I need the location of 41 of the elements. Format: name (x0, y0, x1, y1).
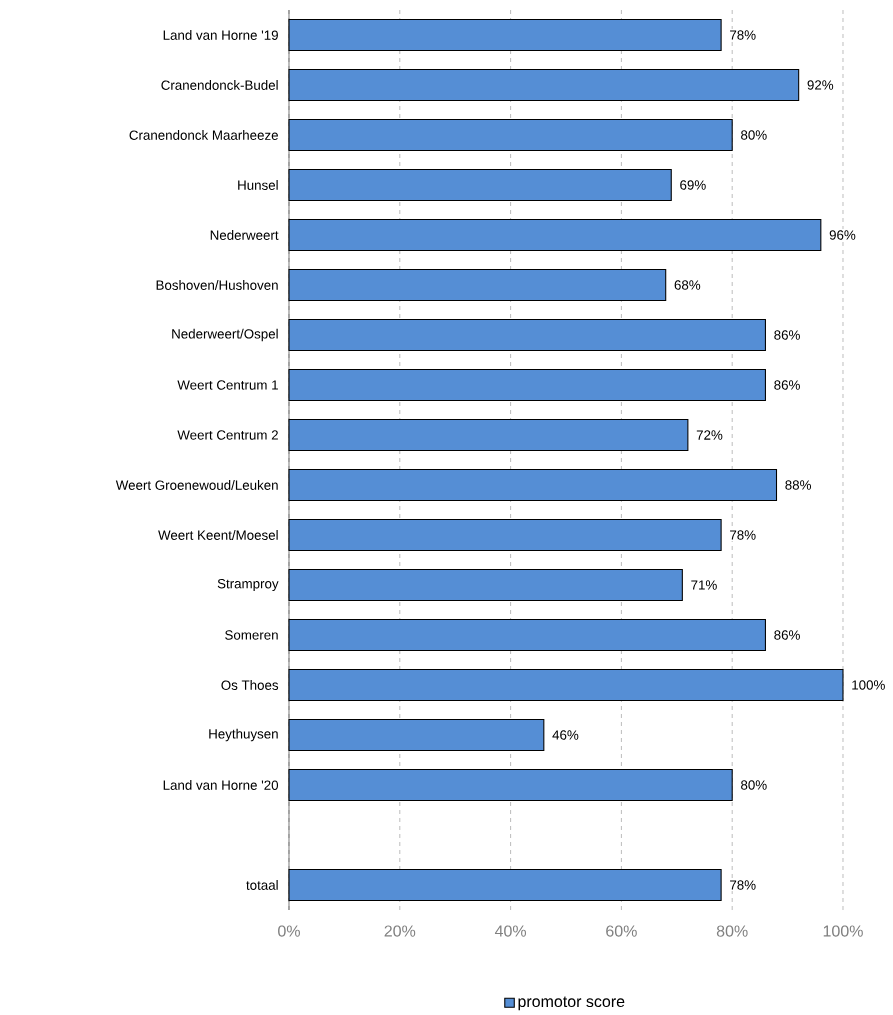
y-tick-label: Land van Horne '20 (163, 780, 279, 790)
y-tick-label: Os Thoes (221, 680, 279, 690)
data-label: 78% (730, 880, 756, 890)
data-label: 86% (774, 330, 800, 340)
y-tick-label: Cranendonck-Budel (161, 80, 278, 90)
y-tick-label: Cranendonck Maarheeze (129, 130, 278, 140)
data-label: 78% (730, 530, 756, 540)
y-tick-label: Weert Centrum 2 (177, 430, 278, 440)
y-tick-label: Boshoven/Hushoven (156, 280, 278, 290)
x-tick-label: 80% (716, 925, 748, 937)
data-label: 86% (774, 380, 800, 390)
y-tick-label: Stramproy (217, 578, 279, 592)
data-label: 69% (680, 180, 706, 190)
data-label: 80% (741, 780, 767, 790)
data-label: 96% (829, 230, 856, 240)
data-label: 92% (807, 80, 834, 90)
y-tick-label: Weert Centrum 1 (177, 380, 278, 390)
x-tick-label: 0% (278, 925, 300, 937)
y-tick-label: totaal (246, 880, 278, 890)
y-tick-label: Nederweert/Ospel (172, 328, 278, 342)
data-label: 100% (852, 680, 885, 690)
data-label: 88% (785, 480, 811, 490)
data-label: 72% (696, 430, 723, 440)
x-tick-label: 60% (606, 925, 637, 937)
data-label: 86% (774, 630, 800, 640)
x-tick-label: 20% (384, 925, 416, 937)
y-tick-label: Land van Horne '19 (163, 30, 278, 40)
data-label: 46% (552, 730, 579, 740)
y-tick-label: Hunsel (238, 180, 278, 190)
y-tick-label: Someren (225, 630, 278, 640)
y-tick-label: Weert Keent/Moesel (158, 530, 278, 540)
data-label: 80% (741, 130, 767, 140)
data-label: 78% (730, 30, 756, 40)
legend-label: promotor score (518, 996, 625, 1011)
x-tick-label: 100% (823, 925, 863, 937)
data-label: 71% (691, 580, 717, 590)
x-tick-label: 40% (494, 925, 527, 937)
y-tick-label: Heythuysen (209, 728, 278, 742)
y-tick-label: Nederweert (210, 230, 279, 240)
y-tick-label: Weert Groenewoud/Leuken (115, 480, 278, 490)
data-label: 68% (674, 280, 701, 290)
